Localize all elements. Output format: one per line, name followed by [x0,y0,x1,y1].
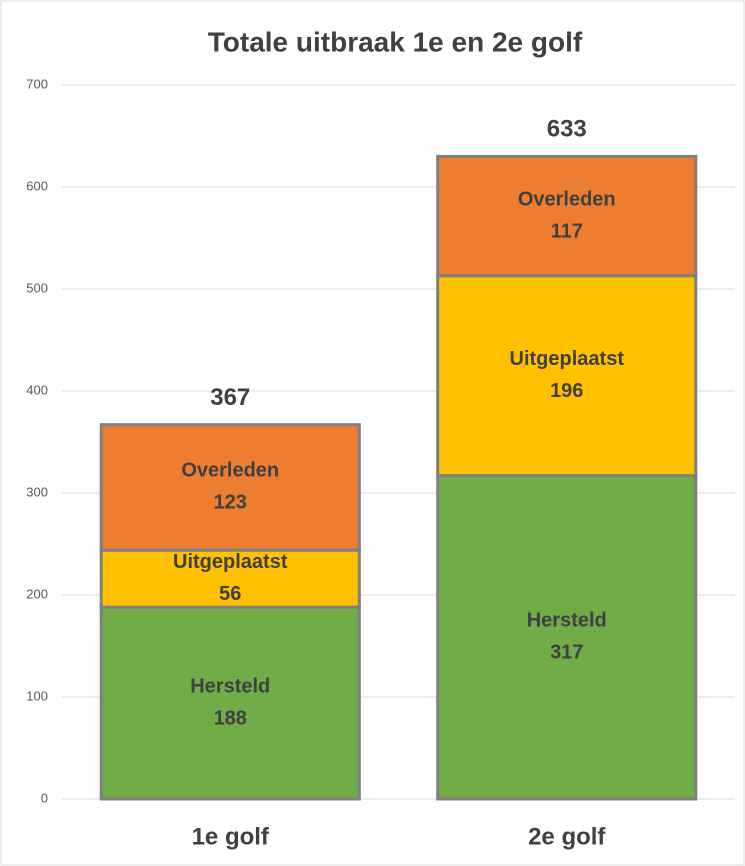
y-tick-label: 200 [26,586,48,601]
bar-segment [436,274,698,478]
total-label: 633 [547,116,587,143]
y-tick-label: 500 [26,280,48,295]
x-tick-label: 1e golf [192,823,270,850]
chart-title: Totale uitbraak 1e en 2e golf [208,26,583,57]
data-label: 317 [550,642,583,664]
y-tick-label: 300 [26,484,48,499]
segment-name: Overleden [518,188,616,210]
bar-segment [99,548,361,609]
segment-name: Hersteld [527,610,607,632]
data-label: 196 [550,380,583,402]
data-label: 123 [214,492,247,514]
bar-segment [436,474,698,801]
total-label: 367 [210,384,250,411]
y-tick-label: 0 [41,790,48,805]
y-tick-label: 100 [26,688,48,703]
y-tick-label: 400 [26,382,48,397]
x-tick-label: 2e golf [528,823,606,850]
data-label: 188 [214,707,247,729]
data-label: 56 [219,583,241,605]
data-label: 117 [551,220,583,242]
segment-name: Uitgeplaatst [173,551,288,573]
bar-segment [99,423,361,552]
y-tick-label: 600 [26,178,48,193]
bar-segment [436,154,698,278]
bar-segment [99,605,361,801]
segment-name: Uitgeplaatst [510,348,625,370]
segment-name: Hersteld [190,675,270,697]
segment-name: Overleden [181,460,279,482]
y-tick-label: 700 [26,76,48,91]
